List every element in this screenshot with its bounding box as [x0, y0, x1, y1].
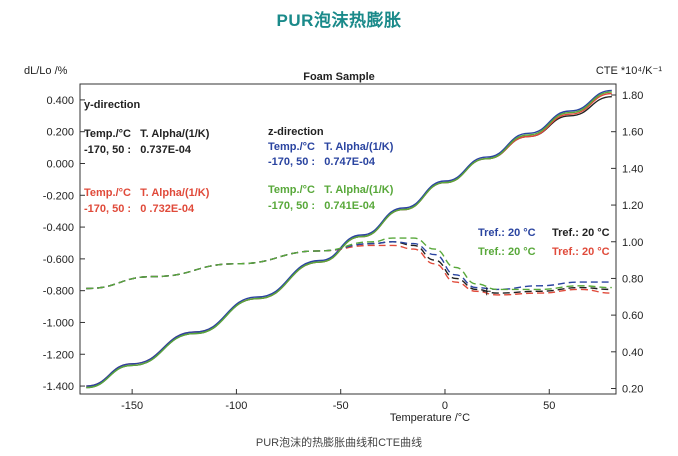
- y-black-header: Temp./°C T. Alpha/(1/K): [84, 128, 210, 140]
- y-axis-title: dL/Lo /%: [24, 65, 68, 77]
- y-tick-label: -0.400: [43, 222, 74, 234]
- y-tick-label: -0.200: [43, 190, 74, 202]
- y2-tick-label: 1.80: [622, 90, 643, 102]
- y-tick-label: 0.400: [46, 95, 74, 107]
- tref-blue: Tref.: 20 °C: [478, 227, 536, 239]
- expansion-curve-blue: [86, 89, 612, 387]
- y-tick-label: -1.200: [43, 349, 74, 361]
- y-black-value: -170, 50 : 0.737E-04: [84, 144, 192, 156]
- series-layer: [86, 89, 612, 389]
- y-tick-label: -1.000: [43, 317, 74, 329]
- tref-green: Tref.: 20 °C: [478, 246, 536, 258]
- z-direction-label: z-direction: [268, 126, 324, 138]
- y2-tick-label: 1.20: [622, 200, 643, 212]
- y-red-value: -170, 50 : 0 .732E-04: [84, 203, 195, 215]
- z-blue-value: -170, 50 : 0.747E-04: [268, 156, 376, 168]
- y-direction-label: y-direction: [84, 99, 141, 111]
- x-tick-label: 50: [543, 400, 555, 412]
- z-green-value: -170, 50 : 0.741E-04: [268, 200, 376, 212]
- tref-black: Tref.: 20 °C: [552, 227, 610, 239]
- chart-title: Foam Sample: [303, 71, 375, 83]
- expansion-curve-green: [86, 91, 612, 389]
- y-tick-label: -0.600: [43, 254, 74, 266]
- y2-tick-label: 1.00: [622, 237, 643, 249]
- x-tick-label: -50: [333, 400, 349, 412]
- x-tick-label: -100: [225, 400, 247, 412]
- cte-curve-red: [86, 244, 612, 296]
- cte-curve-green: [86, 237, 612, 291]
- y2-tick-label: 0.80: [622, 273, 643, 285]
- tref-marker: [482, 287, 491, 296]
- x-tick-label: 0: [442, 400, 448, 412]
- cte-curve-black: [86, 241, 612, 294]
- page-title: PUR泡沫热膨胀: [276, 11, 402, 30]
- y-tick-label: -0.800: [43, 286, 74, 298]
- y-tick-label: 0.200: [46, 127, 74, 139]
- y2-tick-label: 1.60: [622, 127, 643, 139]
- y2-tick-label: 0.20: [622, 383, 643, 395]
- y2-axis-title: CTE *10⁴/K⁻¹: [596, 65, 662, 77]
- y-tick-label: -1.400: [43, 381, 74, 393]
- y2-tick-label: 1.40: [622, 163, 643, 175]
- x-axis-title: Temperature /°C: [390, 412, 470, 424]
- figure-caption: PUR泡沫的热膨胀曲线和CTE曲线: [255, 437, 423, 449]
- y-tick-label: 0.000: [46, 158, 74, 170]
- cte-curve-blue: [86, 241, 612, 291]
- z-blue-header: Temp./°C T. Alpha/(1/K): [268, 141, 394, 153]
- tref-red: Tref.: 20 °C: [552, 246, 610, 258]
- y2-tick-label: 0.60: [622, 310, 643, 322]
- z-green-header: Temp./°C T. Alpha/(1/K): [268, 184, 394, 196]
- x-tick-label: -150: [121, 400, 143, 412]
- y-red-header: Temp./°C T. Alpha/(1/K): [84, 187, 210, 199]
- ticks-layer: -150 -100 -50 0 50 0.400 0.200 0.000 -0.200 -0.40…: [43, 90, 644, 412]
- plot-frame: [79, 83, 617, 395]
- y2-tick-label: 0.40: [622, 347, 643, 359]
